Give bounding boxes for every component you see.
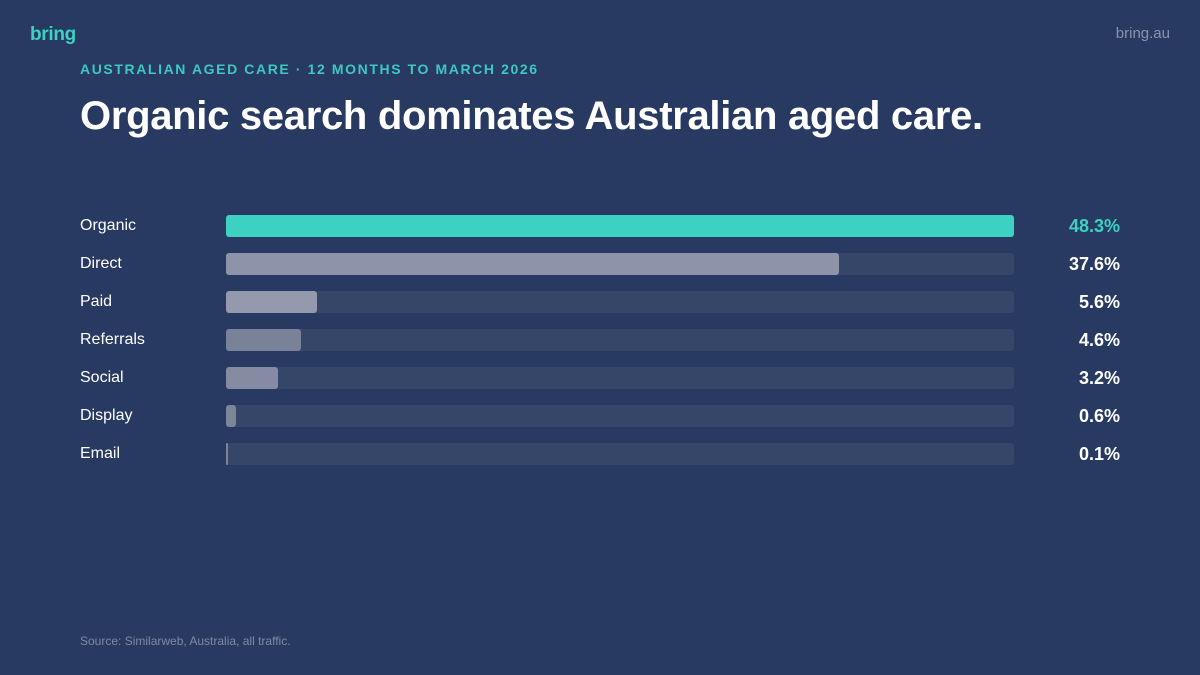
- bar-social: [226, 367, 279, 389]
- category-label: Paid: [80, 293, 113, 310]
- value-label: 3.2%: [1078, 368, 1120, 388]
- category-label: Social: [80, 369, 124, 386]
- bar-row-referrals: Referrals 4.6%: [80, 328, 1120, 366]
- bar-row-email: Email 0.1%: [80, 442, 1120, 480]
- site-url: bring.au: [1115, 25, 1170, 42]
- bar-track: [226, 443, 1014, 465]
- value-label: 48.3%: [1068, 216, 1120, 236]
- value-label: 37.6%: [1068, 254, 1120, 274]
- bar-row-organic: Organic 48.3%: [80, 214, 1120, 252]
- value-label: 4.6%: [1078, 330, 1120, 350]
- bar-display: [226, 405, 236, 427]
- bar-track: [226, 405, 1014, 427]
- page-title: Organic search dominates Australian aged…: [80, 94, 983, 138]
- bar-organic: [226, 215, 1014, 237]
- bar-row-social: Social 3.2%: [80, 366, 1120, 404]
- category-label: Direct: [80, 255, 122, 272]
- source-note: Source: Similarweb, Australia, all traff…: [80, 634, 291, 648]
- category-label: Referrals: [80, 331, 145, 348]
- bar-track: [226, 291, 1014, 313]
- value-label: 5.6%: [1078, 292, 1120, 312]
- bar-chart: Organic 48.3% Direct 37.6% Paid 5.6% Referrals…: [80, 214, 1120, 480]
- bar-paid: [226, 291, 318, 313]
- bar-direct: [226, 253, 840, 275]
- category-label: Email: [80, 445, 121, 462]
- kicker: AUSTRALIAN AGED CARE · 12 MONTHS TO MARC…: [80, 61, 539, 77]
- value-label: 0.6%: [1078, 406, 1120, 426]
- bar-email: [226, 443, 228, 465]
- category-label: Organic: [80, 217, 137, 234]
- bar-track: [226, 329, 1014, 351]
- brand-logo: bring: [30, 24, 76, 45]
- bar-referrals: [226, 329, 302, 351]
- bar-track: [226, 253, 1014, 275]
- category-label: Display: [80, 407, 133, 424]
- bar-row-display: Display 0.6%: [80, 404, 1120, 442]
- bar-track: [226, 215, 1014, 237]
- bar-track: [226, 367, 1014, 389]
- bar-row-direct: Direct 37.6%: [80, 252, 1120, 290]
- bar-row-paid: Paid 5.6%: [80, 290, 1120, 328]
- value-label: 0.1%: [1078, 444, 1120, 464]
